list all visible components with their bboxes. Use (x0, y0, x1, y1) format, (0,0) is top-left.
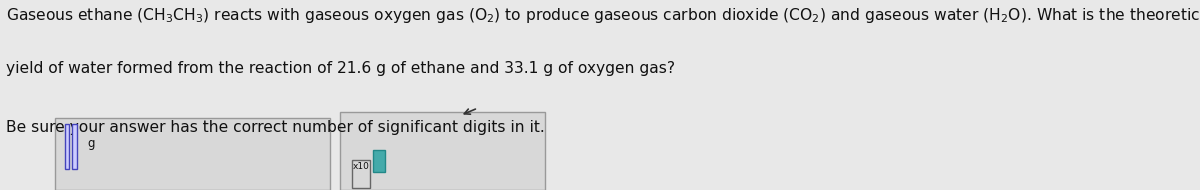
FancyBboxPatch shape (72, 124, 77, 169)
FancyBboxPatch shape (65, 124, 70, 169)
FancyBboxPatch shape (340, 112, 545, 190)
Text: Gaseous ethane $\left(\mathregular{CH_3CH_3}\right)$ reacts with gaseous oxygen : Gaseous ethane $\left(\mathregular{CH_3C… (6, 6, 1200, 25)
FancyBboxPatch shape (373, 150, 385, 172)
Text: Be sure your answer has the correct number of significant digits in it.: Be sure your answer has the correct numb… (6, 120, 545, 135)
Text: g: g (88, 136, 95, 150)
Text: x10: x10 (353, 162, 370, 171)
FancyBboxPatch shape (55, 118, 330, 190)
Text: yield of water formed from the reaction of 21.6 g of ethane and 33.1 g of oxygen: yield of water formed from the reaction … (6, 61, 676, 76)
FancyBboxPatch shape (352, 160, 370, 188)
